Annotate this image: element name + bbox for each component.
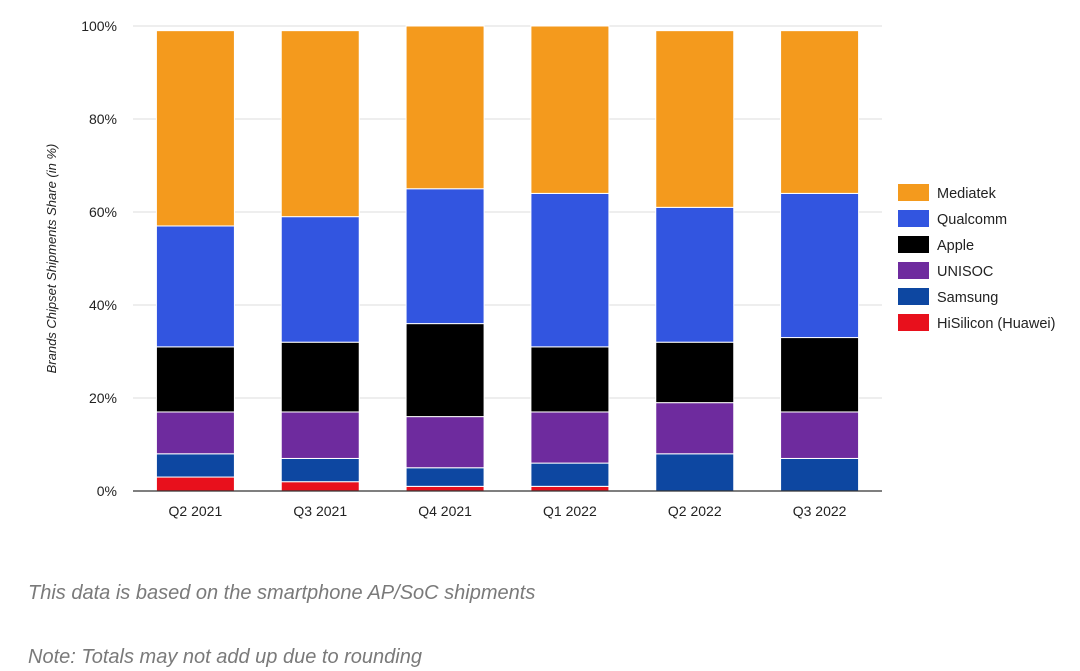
legend-item-apple: Apple — [898, 236, 974, 254]
bar-mediatek-q3-2021 — [280, 30, 360, 218]
bar-apple-q3-2021 — [280, 341, 360, 413]
bar-qualcomm-q4-2021 — [405, 188, 485, 325]
legend-item-mediatek: Mediatek — [898, 184, 997, 202]
stacked-bar-chart: 0% 20% 40% 60% 80% 100% Q2 2021 Q3 2021 Q4 2021… — [44, 18, 1055, 519]
x-tick-label: Q3 2022 — [793, 503, 847, 519]
legend-item-samsung: Samsung — [898, 288, 998, 306]
legend-swatch — [898, 314, 929, 331]
bar-unisoc-q2-2022 — [655, 402, 735, 455]
bar-qualcomm-q3-2021 — [280, 216, 360, 343]
y-tick-label: 100% — [81, 18, 117, 34]
bar-apple-q3-2022 — [780, 337, 860, 413]
y-tick-label: 80% — [89, 111, 117, 127]
bar-mediatek-q3-2022 — [780, 30, 860, 194]
x-axis-ticks: Q2 2021 Q3 2021 Q4 2021 Q1 2022 Q2 2022 Q3 20… — [169, 503, 847, 519]
bar-apple-q4-2021 — [405, 323, 485, 418]
legend-swatch — [898, 288, 929, 305]
legend-swatch — [898, 236, 929, 253]
footnote-data-source: This data is based on the smartphone AP/… — [28, 582, 536, 604]
y-axis-label: Brands Chipset Shipments Share (in %) — [44, 144, 59, 374]
legend-label: Mediatek — [937, 186, 997, 202]
footnote-rounding: Note: Totals may not add up due to round… — [28, 646, 422, 668]
legend: Mediatek Qualcomm Apple UNISOC Samsung HiSili… — [898, 184, 1055, 332]
bar-unisoc-q2-2021 — [155, 411, 235, 455]
bar-unisoc-q3-2021 — [280, 411, 360, 459]
legend-item-hisilicon-huawei: HiSilicon (Huawei) — [898, 314, 1055, 332]
bar-qualcomm-q2-2021 — [155, 225, 235, 348]
bar-unisoc-q4-2021 — [405, 416, 485, 469]
bar-samsung-q2-2021 — [155, 453, 235, 478]
bar-samsung-q3-2022 — [780, 457, 860, 492]
bar-samsung-q1-2022 — [530, 462, 610, 487]
x-tick-label: Q4 2021 — [418, 503, 472, 519]
bar-mediatek-q4-2021 — [405, 25, 485, 190]
legend-swatch — [898, 262, 929, 279]
legend-swatch — [898, 184, 929, 201]
legend-item-qualcomm: Qualcomm — [898, 210, 1007, 228]
bar-hisilicon-huawei-q4-2021 — [405, 485, 485, 492]
bar-samsung-q4-2021 — [405, 467, 485, 487]
x-tick-label: Q2 2021 — [169, 503, 223, 519]
bar-samsung-q2-2022 — [655, 453, 735, 492]
legend-label: HiSilicon (Huawei) — [937, 316, 1055, 332]
bar-hisilicon-huawei-q1-2022 — [530, 485, 610, 492]
x-tick-label: Q1 2022 — [543, 503, 597, 519]
bar-hisilicon-huawei-q3-2021 — [280, 481, 360, 492]
bar-mediatek-q2-2021 — [155, 30, 235, 227]
legend-label: Samsung — [937, 290, 998, 306]
bar-unisoc-q1-2022 — [530, 411, 610, 464]
x-tick-label: Q3 2021 — [293, 503, 347, 519]
y-tick-label: 60% — [89, 204, 117, 220]
bar-samsung-q3-2021 — [280, 457, 360, 483]
legend-label: UNISOC — [937, 264, 993, 280]
legend-label: Qualcomm — [937, 212, 1007, 228]
legend-label: Apple — [937, 238, 974, 254]
bar-qualcomm-q1-2022 — [530, 192, 610, 348]
bar-mediatek-q1-2022 — [530, 25, 610, 194]
bar-mediatek-q2-2022 — [655, 30, 735, 208]
bar-apple-q1-2022 — [530, 346, 610, 413]
bar-hisilicon-huawei-q2-2021 — [155, 476, 235, 492]
gridlines — [133, 25, 882, 399]
y-tick-label: 0% — [97, 483, 117, 499]
legend-swatch — [898, 210, 929, 227]
bar-apple-q2-2022 — [655, 341, 735, 404]
y-tick-label: 40% — [89, 297, 117, 313]
legend-item-unisoc: UNISOC — [898, 262, 993, 280]
bar-qualcomm-q3-2022 — [780, 192, 860, 339]
y-tick-label: 20% — [89, 390, 117, 406]
bars — [155, 25, 860, 492]
bar-qualcomm-q2-2022 — [655, 206, 735, 343]
y-axis-ticks: 0% 20% 40% 60% 80% 100% — [81, 18, 117, 499]
bar-unisoc-q3-2022 — [780, 411, 860, 459]
bar-apple-q2-2021 — [155, 346, 235, 413]
x-tick-label: Q2 2022 — [668, 503, 722, 519]
